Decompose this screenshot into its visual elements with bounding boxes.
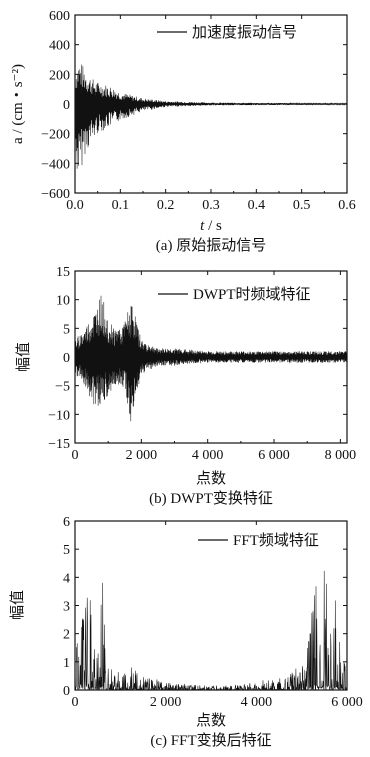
signal-trace [74, 570, 348, 692]
legend-text-a: 加速度振动信号 [192, 24, 297, 41]
x-tick-label: 6 000 [331, 695, 363, 710]
y-tick-label: −600 [41, 187, 70, 202]
y-tick-label: −15 [48, 437, 70, 452]
x-tick-label: 4 000 [192, 448, 224, 463]
x-tick-label: 0.0 [66, 198, 84, 213]
y-tick-label: −400 [41, 157, 70, 172]
x-tick-label: 0 [72, 695, 79, 710]
y-tick-label: 5 [63, 543, 70, 558]
y-tick-label: 5 [63, 322, 70, 337]
y-tick-label: −5 [55, 380, 70, 395]
caption-c: (c) FFT变换后特征 [150, 732, 271, 749]
y-axis-label-b: 幅值 [15, 342, 32, 372]
x-tick-label: 0.2 [157, 198, 175, 213]
caption-a: (a) 原始振动信号 [156, 237, 266, 254]
x-tick-label: 6 000 [258, 448, 290, 463]
signal-trace [74, 64, 348, 169]
x-axis-label-unit-a: / s [204, 218, 222, 234]
y-tick-label: 15 [56, 265, 70, 280]
y-tick-label: 1 [63, 656, 70, 671]
y-tick-label: 3 [63, 600, 70, 615]
x-tick-label: 2 000 [126, 448, 158, 463]
x-tick-label: 8 000 [325, 448, 357, 463]
y-tick-label: −200 [41, 128, 70, 143]
x-tick-label: 0.1 [112, 198, 130, 213]
x-tick-label: 0.6 [338, 198, 356, 213]
panel-c: 0 2 000 4 000 6 000 0 1 2 3 4 5 6 FFT频域特征 幅值 点数 (… [9, 515, 363, 749]
y-tick-label: 0 [63, 684, 70, 699]
y-tick-label: 200 [49, 68, 70, 83]
x-tick-label: 4 000 [241, 695, 273, 710]
x-tick-label: 0.3 [202, 198, 220, 213]
panel-a: 0.0 0.1 0.2 0.3 0.4 0.5 0.6 −600 −400 −200 0 200 40… [10, 9, 356, 254]
legend-text-c: FFT频域特征 [233, 532, 319, 549]
y-ticks-c: 0 1 2 3 4 5 6 [63, 515, 347, 699]
y-tick-label: 2 [63, 628, 70, 643]
y-tick-label: 400 [49, 39, 70, 54]
y-tick-label: −10 [48, 408, 70, 423]
y-tick-label: 6 [63, 515, 70, 530]
x-tick-label: 0 [72, 448, 79, 463]
y-tick-label: 0 [63, 98, 70, 113]
signal-b [74, 295, 348, 422]
x-ticks-a: 0.0 0.1 0.2 0.3 0.4 0.5 0.6 [66, 15, 356, 213]
y-axis-label-c: 幅值 [9, 590, 26, 620]
x-axis-label-c: 点数 [196, 712, 226, 729]
y-axis-label-a: a / (cm・s⁻²) [10, 64, 26, 144]
x-tick-label: 0.5 [293, 198, 311, 213]
x-ticks-c: 0 2 000 4 000 6 000 [72, 521, 363, 710]
panel-b: 0 2 000 4 000 6 000 8 000 −15 −10 −5 0 5 10 15 DWP… [15, 265, 356, 507]
y-tick-label: 10 [56, 294, 70, 309]
signal-trace [74, 295, 348, 422]
y-tick-label: 0 [63, 351, 70, 366]
y-ticks-b: −15 −10 −5 0 5 10 15 [48, 265, 347, 452]
y-tick-label: 600 [49, 9, 70, 24]
signal-c [74, 570, 348, 692]
legend-text-b: DWPT时频域特征 [193, 286, 311, 303]
y-tick-label: 4 [63, 571, 70, 586]
x-axis-label-var-a: t [200, 218, 205, 234]
y-ticks-a: −600 −400 −200 0 200 400 600 [41, 9, 347, 202]
x-tick-label: 0.4 [248, 198, 266, 213]
signal-a [74, 64, 348, 169]
x-axis-label-b: 点数 [196, 470, 226, 487]
x-ticks-b: 0 2 000 4 000 6 000 8 000 [72, 271, 357, 463]
x-tick-label: 2 000 [150, 695, 182, 710]
caption-b: (b) DWPT变换特征 [149, 490, 273, 507]
x-axis-label-a: t / s [200, 218, 222, 234]
